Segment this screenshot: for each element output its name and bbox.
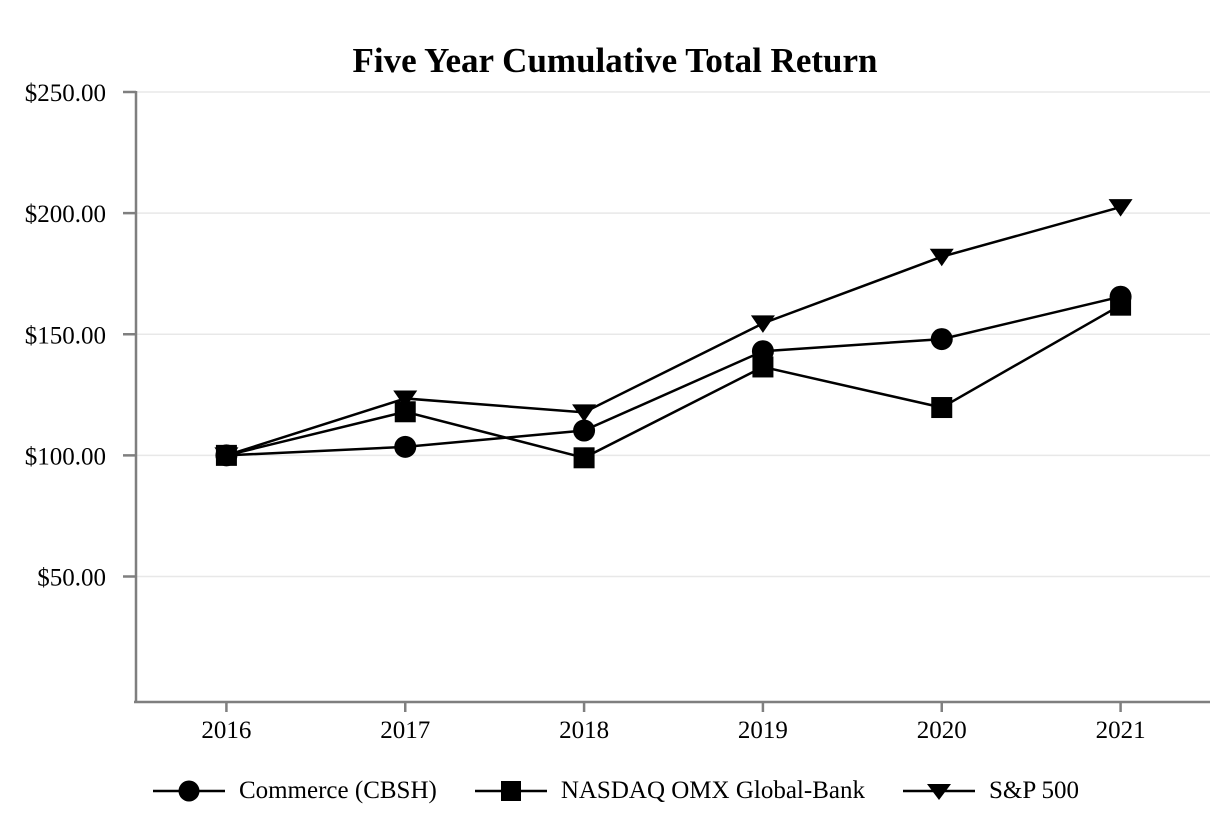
data-marker-triangle-down [572, 404, 597, 422]
x-tick-label: 2016 [201, 717, 251, 744]
legend-label-sp500: S&P 500 [988, 777, 1080, 804]
data-marker-square [573, 447, 595, 469]
circle-marker-icon [152, 780, 225, 802]
legend-label-commerce: Commerce (CBSH) [238, 777, 437, 804]
legend-item-sp500: S&P 500 [901, 777, 1079, 805]
y-tick-label: $250.00 [25, 80, 106, 107]
triangle-down-marker-icon [902, 784, 975, 800]
y-tick-label: $150.00 [25, 322, 106, 349]
data-marker-triangle-down [750, 315, 775, 333]
chart-legend: Commerce (CBSH) NASDAQ OMX Global-Bank S… [0, 777, 1230, 805]
data-marker-square [1110, 294, 1132, 316]
legend-label-nasdaq: NASDAQ OMX Global-Bank [560, 777, 865, 804]
legend-item-commerce: Commerce (CBSH) [151, 777, 437, 805]
data-marker-circle [573, 419, 596, 442]
data-marker-square [931, 397, 953, 419]
data-marker-triangle-down [1108, 199, 1133, 217]
plot-area: $250.00 $200.00 $150.00 $100.00 $50.00 2016 20… [25, 80, 1210, 744]
square-marker-icon [474, 781, 547, 801]
data-marker-triangle-down [393, 390, 418, 408]
data-marker-circle [394, 435, 417, 458]
series-line-2 [226, 205, 1121, 457]
data-marker-triangle-down [929, 248, 954, 267]
y-tick-label: $200.00 [25, 201, 106, 228]
x-tick-label: 2019 [738, 717, 788, 744]
series-line-1 [226, 304, 1122, 460]
x-tick-label: 2018 [559, 717, 609, 744]
x-tick-label: 2021 [1096, 717, 1146, 744]
x-tick-label: 2020 [917, 717, 967, 744]
chart-title: Five Year Cumulative Total Return [352, 41, 878, 81]
legend-item-nasdaq: NASDAQ OMX Global-Bank [473, 777, 865, 805]
y-tick-label: $50.00 [37, 565, 106, 592]
data-marker-square [752, 356, 774, 378]
y-tick-label: $100.00 [25, 443, 106, 470]
x-tick-label: 2017 [380, 717, 430, 744]
data-marker-square [215, 444, 237, 466]
data-marker-square [394, 401, 416, 423]
data-marker-circle [930, 328, 953, 351]
series-line-0 [226, 295, 1121, 457]
